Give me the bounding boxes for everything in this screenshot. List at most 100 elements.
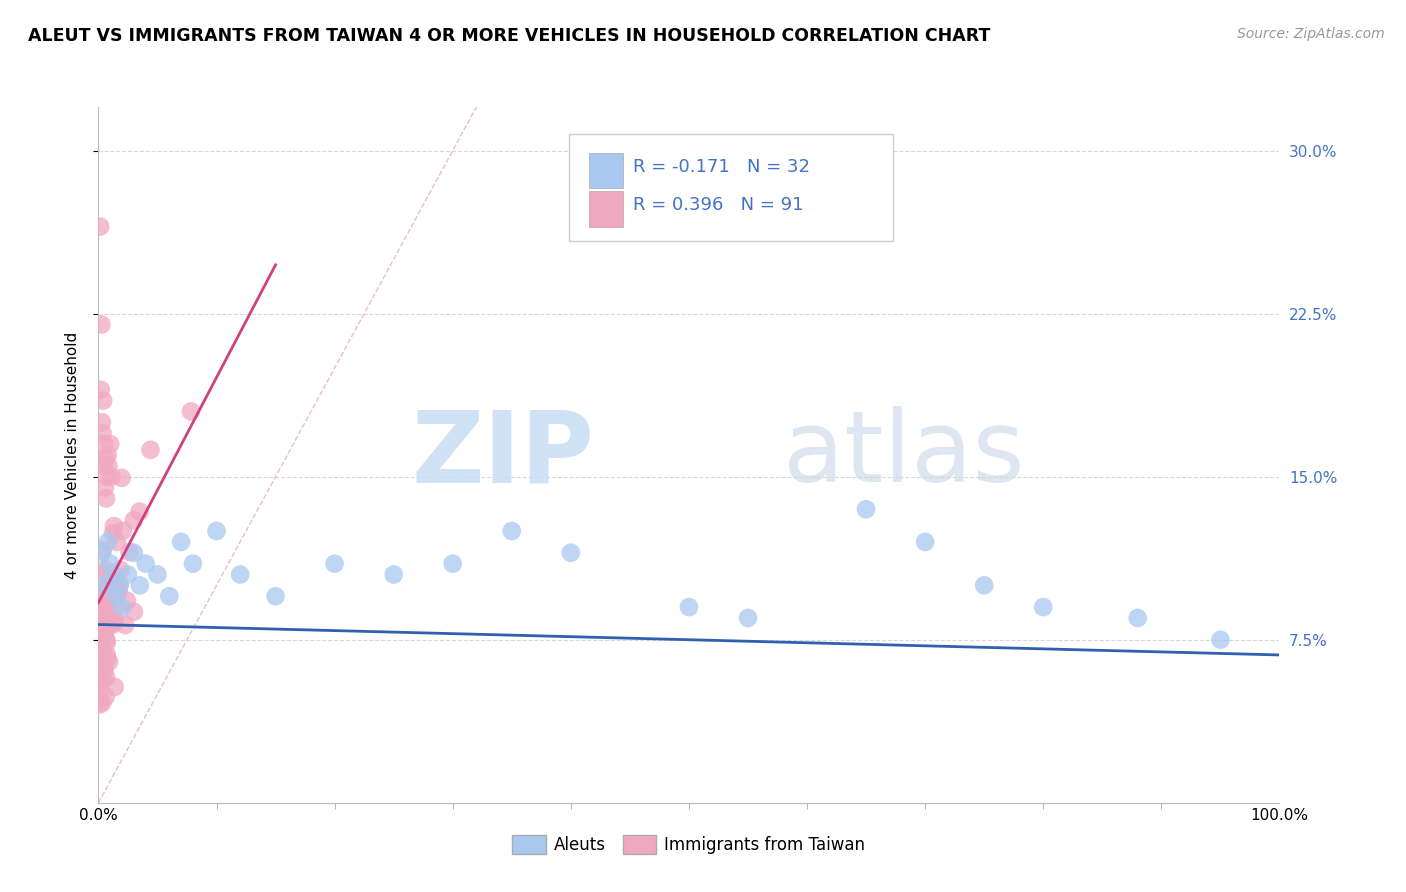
Point	[114, 618, 136, 632]
Point	[94, 690, 117, 704]
Point	[914, 534, 936, 549]
Point	[98, 655, 121, 669]
Point	[93, 646, 115, 660]
Point	[96, 606, 118, 620]
Point	[93, 567, 115, 582]
Point	[122, 513, 145, 527]
Point	[122, 605, 145, 619]
Point	[89, 599, 111, 613]
Point	[94, 593, 117, 607]
Y-axis label: 4 or more Vehicles in Household: 4 or more Vehicles in Household	[65, 331, 80, 579]
Point	[101, 617, 124, 632]
Point	[98, 437, 121, 451]
Point	[135, 557, 157, 571]
Point	[89, 609, 111, 624]
Point	[90, 636, 112, 650]
Point	[111, 471, 134, 485]
Point	[93, 458, 115, 473]
Point	[87, 690, 110, 704]
Point	[94, 585, 117, 599]
Point	[101, 616, 124, 631]
Point	[89, 676, 111, 690]
Point	[94, 623, 117, 637]
Point	[104, 680, 127, 694]
Point	[94, 481, 117, 495]
Point	[264, 589, 287, 603]
Point	[89, 219, 111, 234]
Point	[107, 584, 129, 599]
Point	[96, 621, 118, 635]
Point	[323, 557, 346, 571]
Point	[1209, 632, 1232, 647]
Point	[89, 698, 111, 712]
Point	[205, 524, 228, 538]
Point	[97, 610, 120, 624]
Point	[146, 567, 169, 582]
Point	[90, 640, 112, 654]
Point	[87, 615, 110, 629]
Text: ZIP: ZIP	[412, 407, 595, 503]
Point	[87, 631, 110, 645]
Point	[94, 671, 117, 685]
Point	[87, 657, 110, 672]
Point	[97, 596, 120, 610]
Point	[93, 578, 115, 592]
Point	[89, 618, 111, 632]
Point	[855, 502, 877, 516]
Point	[108, 577, 131, 591]
Point	[117, 567, 139, 582]
Point	[94, 590, 117, 604]
Point	[90, 612, 112, 626]
Point	[90, 604, 112, 618]
Point	[737, 611, 759, 625]
Point	[101, 567, 124, 582]
Point	[110, 563, 132, 577]
Point	[96, 632, 118, 647]
Point	[87, 661, 110, 675]
Point	[103, 519, 125, 533]
Point	[560, 546, 582, 560]
Point	[104, 574, 127, 588]
Point	[90, 318, 112, 332]
Point	[93, 664, 115, 678]
Point	[90, 647, 112, 661]
Point	[678, 600, 700, 615]
Point	[180, 404, 202, 418]
Point	[91, 543, 114, 558]
Point	[97, 458, 120, 473]
Point	[128, 505, 150, 519]
Point	[112, 524, 135, 538]
Point	[101, 526, 124, 541]
Point	[100, 469, 122, 483]
Point	[100, 611, 122, 625]
Point	[139, 442, 162, 457]
Point	[91, 426, 114, 441]
Point	[157, 589, 180, 603]
Point	[973, 578, 995, 592]
Point	[93, 612, 115, 626]
Point	[181, 557, 204, 571]
Point	[94, 491, 117, 506]
Point	[441, 557, 464, 571]
Point	[93, 437, 115, 451]
Point	[96, 469, 118, 483]
Point	[91, 546, 114, 560]
Point	[94, 617, 117, 632]
Point	[96, 605, 118, 619]
Point	[91, 631, 114, 645]
Point	[91, 614, 114, 628]
Text: R = -0.171   N = 32: R = -0.171 N = 32	[633, 158, 810, 176]
Point	[118, 545, 141, 559]
Point	[97, 448, 120, 462]
Point	[115, 593, 138, 607]
Point	[94, 452, 117, 467]
Point	[98, 557, 121, 571]
Point	[1126, 611, 1149, 625]
Point	[96, 647, 118, 661]
Point	[382, 567, 405, 582]
Point	[122, 546, 145, 560]
Point	[170, 534, 193, 549]
Point	[89, 646, 111, 660]
Point	[90, 645, 112, 659]
Point	[89, 653, 111, 667]
